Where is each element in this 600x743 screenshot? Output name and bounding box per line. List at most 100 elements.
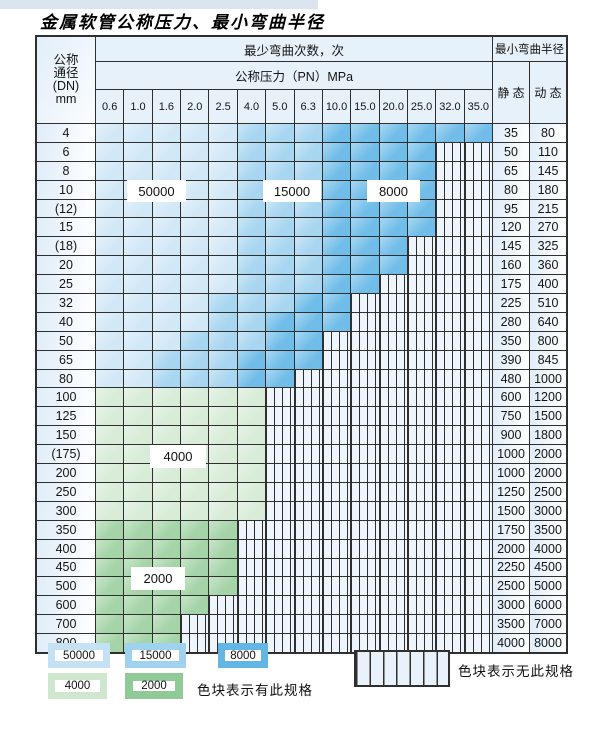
- spec-cell-unavailable: [351, 407, 379, 426]
- spec-cell-unavailable: [407, 577, 436, 596]
- dn-cell: 300: [37, 501, 95, 520]
- spec-cell-unavailable: [436, 161, 464, 180]
- static-radius-cell: 1000: [493, 464, 529, 482]
- spec-cell-available: [237, 331, 266, 350]
- spec-cell-available: [152, 464, 181, 482]
- dynamic-radius-cell: 215: [530, 199, 566, 218]
- spec-cell-available: [181, 482, 209, 501]
- spec-cell-unavailable: [351, 520, 379, 539]
- spec-cell-unavailable: [436, 388, 464, 407]
- spec-cell-available: [152, 596, 181, 615]
- spec-cell-available: [124, 142, 152, 161]
- spec-cell-available: [181, 388, 209, 407]
- spec-cell-unavailable: [351, 369, 379, 388]
- dynamic-radius-cell: 845: [530, 350, 566, 369]
- spec-cell-available: [96, 520, 124, 539]
- spec-cell-unavailable: [464, 199, 492, 218]
- spec-cell-unavailable: [351, 577, 379, 596]
- spec-cell-unavailable: [379, 464, 407, 482]
- spec-cell-unavailable: [351, 331, 379, 350]
- spec-cell-unavailable: [436, 539, 464, 558]
- spec-cell-available: [96, 312, 124, 331]
- spec-cell-unavailable: [209, 596, 237, 615]
- spec-cell-unavailable: [436, 501, 464, 520]
- spec-cell-unavailable: [436, 275, 464, 294]
- legend-unavailable-swatch: [354, 650, 450, 687]
- spec-cell-available: [209, 426, 237, 445]
- top-strip-decoration: [0, 0, 318, 9]
- spec-cell-available: [181, 558, 209, 577]
- spec-cell-unavailable: [407, 464, 436, 482]
- spec-cell-available: [294, 256, 322, 275]
- spec-cell-available: [152, 407, 181, 426]
- spec-cell-available: [237, 369, 266, 388]
- spec-cell-available: [96, 180, 124, 199]
- dn-cell: 400: [37, 539, 95, 558]
- static-radius-cell: 900: [493, 426, 529, 445]
- spec-cell-available: [124, 237, 152, 256]
- spec-cell-available: [294, 331, 322, 350]
- dn-cell: 50: [37, 331, 95, 350]
- spec-cell-unavailable: [237, 615, 266, 634]
- spec-cell-available: [96, 596, 124, 615]
- spec-cell-unavailable: [294, 558, 322, 577]
- spec-cell-available: [124, 482, 152, 501]
- dn-cell: 150: [37, 426, 95, 445]
- dynamic-radius-cell: 2500: [530, 482, 566, 501]
- spec-cell-available: [237, 294, 266, 312]
- static-radius-cell: 65: [493, 161, 529, 180]
- spec-cell-available: [294, 312, 322, 331]
- pressure-tick: 10.0: [322, 90, 351, 123]
- dynamic-radius-cell: 7000: [530, 615, 566, 634]
- spec-cell-unavailable: [294, 388, 322, 407]
- spec-cell-available: [96, 464, 124, 482]
- spec-cell-available: [209, 445, 237, 464]
- spec-cell-available: [96, 369, 124, 388]
- spec-cell-unavailable: [436, 180, 464, 199]
- spec-cell-unavailable: [407, 388, 436, 407]
- static-radius-cell: 4000: [493, 634, 529, 652]
- spec-cell-available: [266, 312, 294, 331]
- static-radius-cell: 280: [493, 312, 529, 331]
- static-radius-cell: 80: [493, 180, 529, 199]
- dynamic-radius-cell: 80: [530, 124, 566, 142]
- static-radius-cell: 3500: [493, 615, 529, 634]
- static-column-header: 静 态: [493, 62, 529, 123]
- spec-cell-unavailable: [379, 407, 407, 426]
- spec-cell-available: [266, 142, 294, 161]
- spec-cell-available: [209, 275, 237, 294]
- spec-cell-available: [124, 520, 152, 539]
- dynamic-radius-cell: 4000: [530, 539, 566, 558]
- spec-cell-available: [237, 501, 266, 520]
- spec-cell-unavailable: [379, 482, 407, 501]
- spec-cell-available: [96, 615, 124, 634]
- dn-header-line: 通径: [53, 66, 79, 80]
- spec-cell-available: [181, 256, 209, 275]
- spec-cell-available: [209, 294, 237, 312]
- spec-cell-unavailable: [379, 350, 407, 369]
- spec-cell-available: [209, 142, 237, 161]
- spec-cell-available: [294, 199, 322, 218]
- spec-cell-unavailable: [322, 331, 351, 350]
- spec-cell-available: [237, 275, 266, 294]
- legend-unavailable-label: 色块表示无此规格: [458, 664, 574, 679]
- spec-cell-unavailable: [266, 407, 294, 426]
- spec-cell-available: [322, 218, 351, 237]
- static-radius-cell: 225: [493, 294, 529, 312]
- spec-cell-available: [124, 388, 152, 407]
- spec-cell-unavailable: [436, 331, 464, 350]
- spec-cell-available: [181, 520, 209, 539]
- pressure-tick: 25.0: [407, 90, 436, 123]
- spec-cell-available: [209, 520, 237, 539]
- spec-cell-available: [351, 161, 379, 180]
- legend-swatch-2000: 2000: [125, 673, 183, 699]
- static-radius-cell: 1500: [493, 501, 529, 520]
- dynamic-radius-cell: 145: [530, 161, 566, 180]
- spec-cell-unavailable: [266, 464, 294, 482]
- spec-cell-available: [124, 501, 152, 520]
- bend-radius-header: 最小弯曲半径: [493, 37, 566, 61]
- spec-cell-available: [209, 501, 237, 520]
- dn-cell: 10: [37, 180, 95, 199]
- spec-cell-available: [294, 294, 322, 312]
